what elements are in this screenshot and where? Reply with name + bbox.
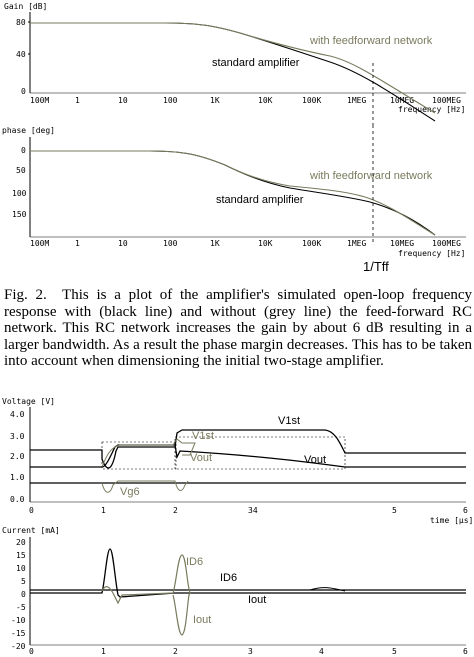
- current-yticks: 20 15 10 5 0 -5 -10 -15 -20: [11, 538, 26, 651]
- x-tick: 100MEG: [432, 96, 461, 105]
- x-tick: 10: [118, 96, 128, 105]
- marker-label: 1/Tff: [363, 259, 389, 274]
- gain-ylabel: Gain [dB]: [4, 2, 47, 11]
- x-tick: 3: [248, 647, 253, 656]
- phase-label-standard: standard amplifier: [216, 194, 304, 206]
- figure-caption: Fig. 2. This is a plot of the amplifier'…: [4, 287, 472, 370]
- phase-yticks: 0 50 100 150: [12, 146, 27, 219]
- x-tick: 100K: [302, 96, 321, 105]
- y-tick: -15: [11, 629, 26, 638]
- y-tick: -10: [11, 616, 26, 625]
- y-tick: 0.0: [10, 495, 25, 504]
- gain-label-feedforward: with feedforward network: [309, 35, 433, 47]
- y-tick: 1.0: [10, 473, 25, 482]
- gain-plot: Gain [dB] 80 40 0 100M 1 10 100 1K 10K 1…: [4, 2, 466, 125]
- x-tick: 10K: [258, 96, 273, 105]
- trace-vg6-grey: [101, 480, 189, 493]
- x-tick: 2: [173, 647, 178, 656]
- x-tick: 100MEG: [432, 239, 461, 248]
- y-tick: 15: [16, 551, 26, 560]
- y-tick: 20: [16, 538, 26, 547]
- y-tick: -20: [11, 642, 26, 651]
- phase-curve-standard: [30, 150, 436, 236]
- x-tick: 100M: [30, 239, 49, 248]
- y-tick: 0: [21, 87, 26, 96]
- y-tick: 40: [16, 50, 26, 59]
- label-id6-grey: ID6: [186, 556, 203, 568]
- phase-plot: phase [deg] 0 50 100 150 100M 1 10 100 1…: [2, 125, 466, 274]
- y-tick: 10: [16, 564, 26, 573]
- y-tick: 150: [12, 210, 27, 219]
- y-tick: 5: [21, 577, 26, 586]
- voltage-xlabel: time [μs]: [430, 516, 473, 525]
- current-ylabel: Current [mA]: [2, 526, 60, 535]
- y-tick: -5: [16, 603, 26, 612]
- label-id6: ID6: [220, 572, 237, 584]
- x-tick: 6: [463, 506, 468, 515]
- trace-id6-grey: [101, 554, 191, 636]
- phase-curve-feedforward: [30, 150, 436, 236]
- caption-text: This is a plot of the amplifier's simula…: [4, 287, 473, 370]
- voltage-yticks: 4.0 3.0 2.0 1.0 0.0: [10, 410, 25, 504]
- label-v1st: V1st: [278, 415, 300, 427]
- x-tick: 1: [101, 506, 106, 515]
- x-tick: 1: [75, 239, 80, 248]
- gain-xlabel: frequency [Hz]: [398, 105, 465, 114]
- trace-vout: [30, 444, 466, 468]
- y-tick: 2.0: [10, 452, 25, 461]
- x-tick: 34: [248, 506, 258, 515]
- y-tick: 80: [16, 18, 26, 27]
- voltage-xticks: 0 1 2 34 5 6: [29, 506, 468, 515]
- y-tick: 100: [12, 189, 27, 198]
- current-xticks: 0 1 2 3 4 5 6: [29, 647, 468, 656]
- y-tick: 50: [16, 166, 26, 175]
- x-tick: 0: [29, 647, 34, 656]
- gain-label-standard: standard amplifier: [212, 57, 300, 69]
- trace-hump: [309, 587, 346, 592]
- x-tick: 6: [463, 647, 468, 656]
- x-tick: 1: [101, 647, 106, 656]
- phase-xticks: 100M 1 10 100 1K 10K 100K 1MEG 10MEG 100…: [30, 239, 461, 248]
- trace-id6-black: [30, 548, 466, 598]
- x-tick: 100: [163, 239, 178, 248]
- x-tick: 1MEG: [347, 96, 366, 105]
- x-tick: 0: [29, 506, 34, 515]
- x-tick: 1MEG: [347, 239, 366, 248]
- label-iout-grey: Iout: [193, 614, 211, 626]
- gain-xticks: 100M 1 10 100 1K 10K 100K 1MEG 10MEG 100…: [30, 96, 461, 105]
- gain-yticks: 80 40 0: [16, 18, 30, 96]
- label-vout: Vout: [304, 454, 326, 466]
- current-plot: Current [mA] 20 15 10 5 0 -5 -10 -15 -20…: [2, 526, 468, 656]
- phase-ylabel: phase [deg]: [2, 126, 55, 135]
- x-tick: 5: [392, 506, 397, 515]
- x-tick: 10MEG: [390, 239, 414, 248]
- y-tick: 0: [21, 146, 26, 155]
- y-tick: 0: [21, 590, 26, 599]
- y-tick: 3.0: [10, 432, 25, 441]
- x-tick: 1K: [210, 96, 220, 105]
- label-vout-grey: Vout: [190, 452, 212, 464]
- x-tick: 10K: [258, 239, 273, 248]
- x-tick: 1: [75, 96, 80, 105]
- voltage-ylabel: Voltage [V]: [2, 397, 55, 406]
- trace-v1st: [30, 429, 466, 469]
- label-vg6: Vg6: [120, 486, 140, 498]
- x-tick: 4: [319, 647, 324, 656]
- x-tick: 1K: [210, 239, 220, 248]
- voltage-plot: Voltage [V] 4.0 3.0 2.0 1.0 0.0 0 1 2 34…: [2, 397, 473, 525]
- x-tick: 100K: [302, 239, 321, 248]
- label-iout: Iout: [248, 594, 266, 606]
- caption-fig-number: Fig. 2.: [4, 287, 47, 303]
- y-tick: 4.0: [10, 410, 25, 419]
- x-tick: 100: [163, 96, 178, 105]
- trace-grey: [101, 438, 196, 468]
- phase-label-feedforward: with feedforward network: [309, 170, 433, 182]
- x-tick: 10: [118, 239, 128, 248]
- x-tick: 2: [173, 506, 178, 515]
- label-v1st-grey: V1st: [192, 430, 214, 442]
- x-tick: 100M: [30, 96, 49, 105]
- phase-xlabel: frequency [Hz]: [398, 249, 465, 258]
- x-tick: 5: [392, 647, 397, 656]
- gain-curve-feedforward: [30, 22, 436, 114]
